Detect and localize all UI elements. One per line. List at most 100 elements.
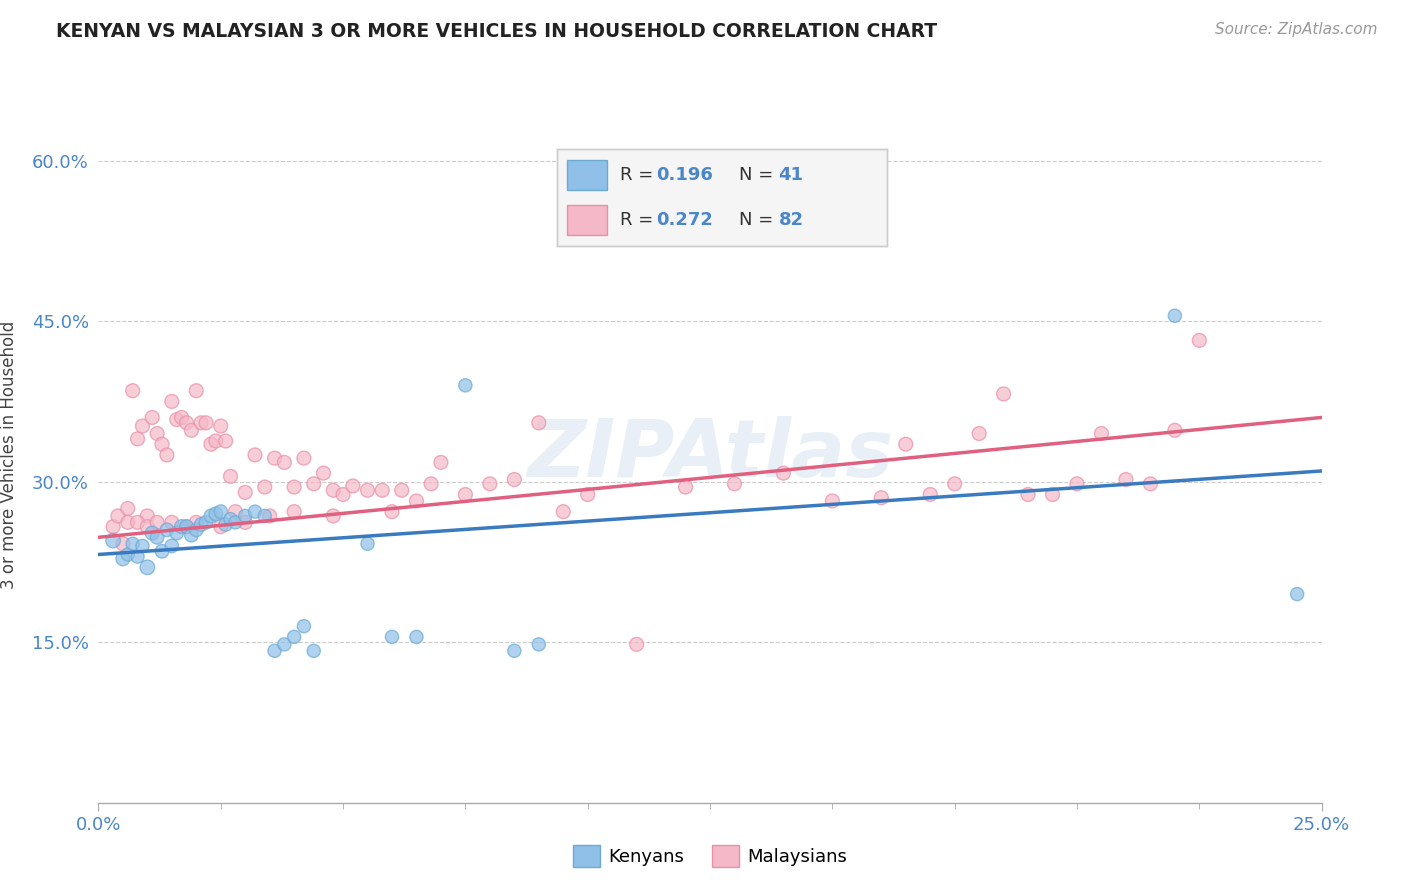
Point: [322, 483, 344, 498]
Point: [141, 526, 163, 541]
Point: [224, 505, 246, 519]
Point: [150, 437, 173, 451]
Point: [127, 432, 149, 446]
Point: [527, 416, 550, 430]
Point: [200, 437, 222, 451]
Point: [1188, 334, 1211, 348]
Point: [1017, 487, 1039, 501]
Point: [111, 551, 134, 566]
Point: [894, 437, 917, 451]
Point: [356, 483, 378, 498]
Point: [1066, 476, 1088, 491]
Point: [1090, 426, 1112, 441]
Point: [209, 505, 232, 519]
Point: [253, 508, 276, 523]
Point: [821, 494, 844, 508]
Point: [553, 505, 575, 519]
Point: [150, 544, 173, 558]
Point: [292, 451, 315, 466]
Point: [420, 476, 443, 491]
Point: [263, 644, 285, 658]
Point: [527, 637, 550, 651]
Point: [107, 508, 129, 523]
Point: [920, 487, 942, 501]
Point: [209, 419, 232, 434]
Point: [176, 416, 198, 430]
Text: 0.196: 0.196: [657, 166, 713, 184]
Text: KENYAN VS MALAYSIAN 3 OR MORE VEHICLES IN HOUSEHOLD CORRELATION CHART: KENYAN VS MALAYSIAN 3 OR MORE VEHICLES I…: [56, 22, 938, 41]
FancyBboxPatch shape: [567, 161, 606, 190]
Point: [186, 384, 208, 398]
Point: [121, 384, 143, 398]
Point: [136, 560, 159, 574]
Y-axis label: 3 or more Vehicles in Household: 3 or more Vehicles in Household: [0, 321, 18, 589]
Point: [675, 480, 697, 494]
Point: [111, 537, 134, 551]
Point: [214, 517, 236, 532]
Point: [146, 530, 169, 544]
Point: [283, 480, 305, 494]
Point: [160, 539, 183, 553]
Legend: Kenyans, Malaysians: Kenyans, Malaysians: [565, 838, 855, 874]
Point: [405, 630, 427, 644]
Point: [576, 487, 599, 501]
Point: [273, 637, 295, 651]
Point: [170, 519, 193, 533]
Point: [209, 519, 232, 533]
Point: [186, 523, 208, 537]
Point: [233, 485, 256, 500]
Point: [273, 455, 295, 469]
Point: [332, 487, 354, 501]
Point: [243, 448, 266, 462]
Point: [219, 469, 242, 483]
Point: [243, 505, 266, 519]
Point: [141, 410, 163, 425]
Text: Source: ZipAtlas.com: Source: ZipAtlas.com: [1215, 22, 1378, 37]
Point: [166, 412, 188, 426]
Point: [101, 533, 124, 548]
Point: [127, 516, 149, 530]
Point: [131, 419, 153, 434]
FancyBboxPatch shape: [567, 205, 606, 235]
Point: [1164, 309, 1187, 323]
Point: [381, 505, 404, 519]
Point: [626, 637, 648, 651]
Point: [176, 519, 198, 533]
Point: [283, 630, 305, 644]
Point: [136, 519, 159, 533]
Point: [302, 476, 325, 491]
Point: [180, 423, 202, 437]
Point: [1164, 423, 1187, 437]
Point: [322, 508, 344, 523]
Point: [772, 466, 794, 480]
Point: [117, 516, 139, 530]
Point: [342, 479, 364, 493]
Point: [101, 519, 124, 533]
Point: [233, 516, 256, 530]
Point: [224, 516, 246, 530]
Point: [205, 434, 228, 448]
Point: [943, 476, 966, 491]
Text: R =: R =: [620, 211, 659, 229]
Point: [371, 483, 394, 498]
Point: [214, 434, 236, 448]
Point: [503, 644, 526, 658]
Text: 0.272: 0.272: [657, 211, 713, 229]
Point: [405, 494, 427, 508]
Text: N =: N =: [738, 166, 779, 184]
Point: [200, 508, 222, 523]
Point: [454, 378, 477, 392]
Point: [391, 483, 413, 498]
Point: [302, 644, 325, 658]
Point: [967, 426, 990, 441]
Point: [1115, 473, 1137, 487]
Point: [292, 619, 315, 633]
Point: [121, 537, 143, 551]
Text: R =: R =: [620, 166, 659, 184]
Text: ZIPAtlas: ZIPAtlas: [527, 416, 893, 494]
Point: [454, 487, 477, 501]
Point: [1042, 487, 1064, 501]
Point: [283, 505, 305, 519]
Point: [259, 508, 281, 523]
Point: [190, 517, 212, 532]
